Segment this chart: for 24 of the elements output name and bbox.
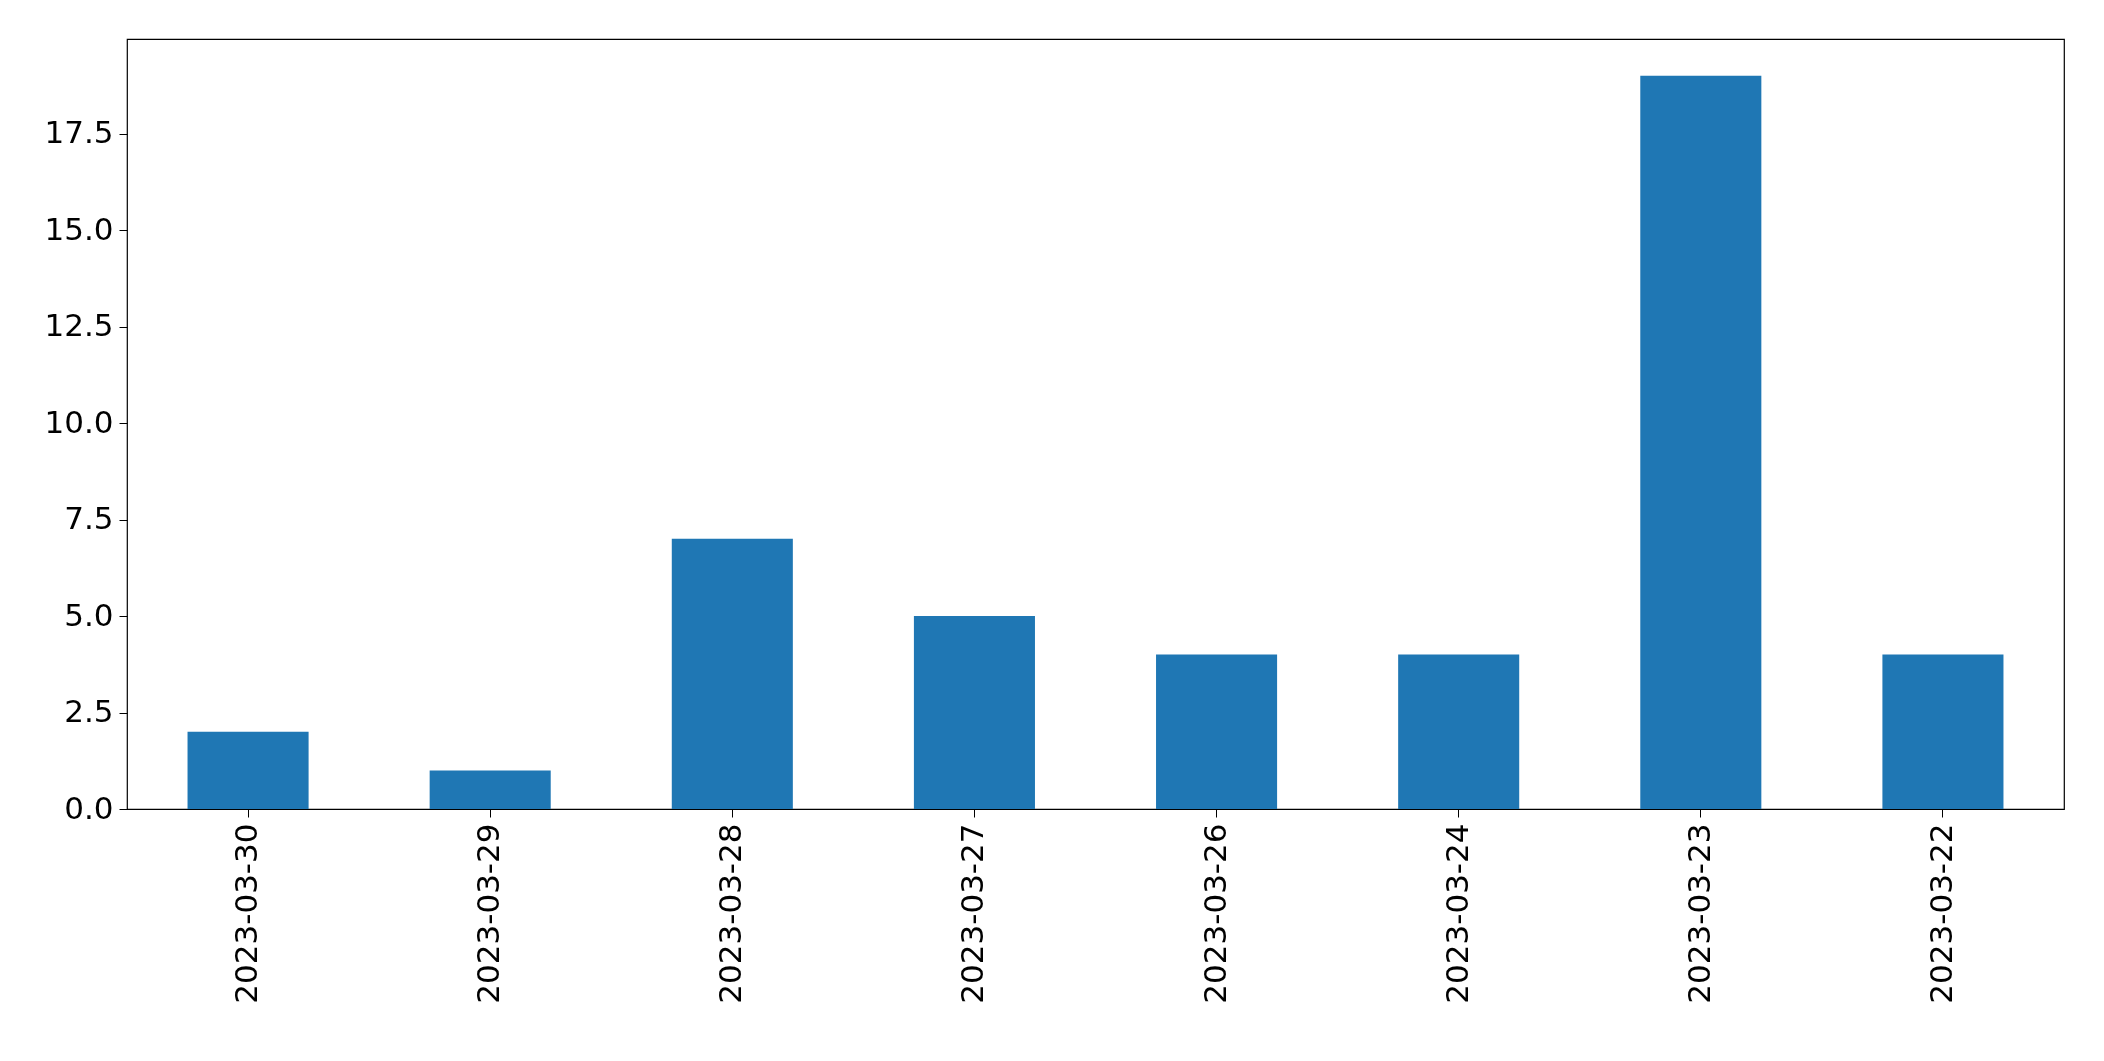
x-tick-label: 2023-03-28 — [712, 823, 749, 1004]
bar — [187, 731, 309, 809]
y-tick-label: 0.0 — [64, 789, 114, 826]
x-tick-label: 2023-03-29 — [470, 823, 507, 1004]
bar — [1882, 654, 2004, 809]
bar — [429, 770, 551, 809]
bar — [913, 616, 1035, 809]
bar — [1640, 75, 1762, 809]
x-tick-label: 2023-03-30 — [228, 823, 265, 1004]
x-tick-label: 2023-03-24 — [1438, 823, 1475, 1004]
bar — [1398, 654, 1520, 809]
x-tick-label: 2023-03-23 — [1680, 823, 1717, 1004]
y-tick-label: 5.0 — [64, 596, 114, 633]
x-tick-label: 2023-03-26 — [1196, 823, 1233, 1004]
y-tick-label: 10.0 — [44, 403, 114, 440]
bar — [671, 538, 793, 809]
y-tick-label: 17.5 — [44, 114, 114, 151]
y-tick-label: 2.5 — [64, 693, 114, 730]
y-tick-label: 15.0 — [44, 210, 114, 247]
y-tick-label: 12.5 — [44, 307, 114, 344]
bar — [1156, 654, 1278, 809]
x-tick-label: 2023-03-22 — [1922, 823, 1959, 1004]
x-tick-label: 2023-03-27 — [954, 823, 991, 1004]
y-tick-label: 7.5 — [64, 500, 114, 537]
